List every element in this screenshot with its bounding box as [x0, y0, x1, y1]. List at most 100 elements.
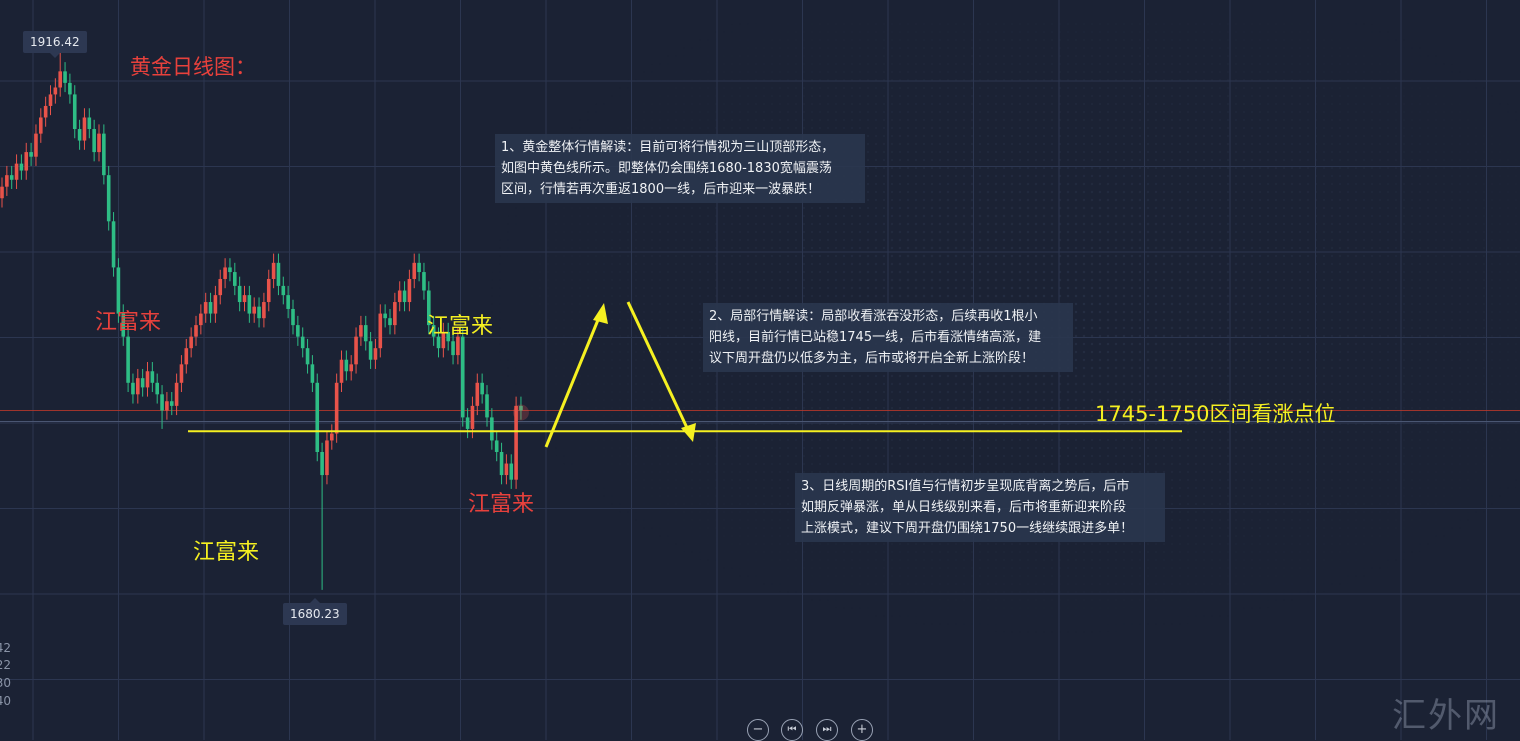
candle-down — [494, 440, 499, 453]
candle-down — [131, 382, 135, 395]
chart-title: 黄金日线图： — [130, 55, 256, 79]
candle-up — [339, 359, 344, 383]
y-axis-label: 30 — [0, 676, 11, 690]
candle-up — [39, 117, 43, 134]
candle-down — [286, 295, 290, 309]
candle-down — [155, 382, 159, 395]
candle-up — [252, 306, 256, 314]
candle-down — [77, 129, 82, 141]
candle-down — [383, 313, 387, 319]
candle-up — [203, 302, 208, 314]
candle-down — [296, 325, 300, 337]
candle-up — [475, 382, 480, 406]
step-back-icon: ⏮ — [787, 724, 797, 735]
candle-up — [397, 290, 402, 303]
candle-down — [237, 285, 242, 303]
candle-up — [242, 295, 247, 303]
last-candle-glow — [512, 404, 529, 421]
candle-up — [271, 262, 276, 279]
candle-down — [291, 308, 295, 326]
candle-down — [102, 133, 106, 176]
candle-down — [300, 336, 305, 349]
candle-up — [373, 348, 378, 360]
scroll-left-button[interactable]: ⏮ — [781, 719, 803, 741]
watermark: 汇外网 — [1392, 696, 1500, 736]
candle-down — [320, 452, 324, 476]
candle-down — [368, 341, 373, 360]
candle-down — [233, 272, 237, 286]
y-axis-label: 40 — [0, 694, 11, 708]
candle-up — [349, 364, 353, 372]
candle-down — [417, 262, 421, 273]
candle-down — [519, 405, 523, 411]
candle-up — [136, 378, 140, 395]
candle-down — [72, 94, 77, 130]
candle-up — [174, 382, 179, 406]
candle-down — [9, 175, 14, 180]
candle-down — [126, 336, 130, 383]
step-forward-icon: ⏭ — [822, 724, 832, 735]
candle-up — [378, 313, 383, 349]
candle-down — [446, 332, 450, 342]
candle-up — [82, 117, 87, 141]
candle-up — [24, 152, 29, 171]
scroll-right-button[interactable]: ⏭ — [816, 719, 838, 741]
brand-mark: 江富来 — [193, 540, 260, 565]
candle-up — [325, 440, 329, 476]
candle-up — [504, 463, 509, 476]
candle-up — [58, 71, 62, 88]
candle-down — [427, 290, 431, 326]
candle-up — [330, 433, 334, 441]
candle-down — [305, 348, 310, 365]
candle-up — [456, 336, 460, 356]
candle-up — [145, 371, 150, 388]
candle-down — [499, 452, 504, 476]
candle-up — [43, 105, 48, 118]
candle-up — [354, 336, 358, 365]
candle-down — [247, 295, 252, 314]
candle-down — [92, 129, 96, 153]
support-zone-label: 1745-1750区间看涨点位 — [1095, 402, 1336, 426]
candle-up — [34, 133, 38, 157]
candle-down — [169, 401, 174, 406]
candle-up — [359, 325, 363, 337]
candle-down — [436, 336, 441, 349]
candle-down — [422, 272, 426, 291]
analysis-note-1: 1、黄金整体行情解读：目前可将行情视为三山顶部形态， 如图中黄色线所示。即整体仍… — [495, 134, 865, 203]
candle-up — [218, 278, 223, 296]
candle-down — [87, 117, 92, 130]
candle-up — [334, 382, 339, 434]
candle-down — [310, 364, 315, 383]
candle-down — [431, 325, 436, 337]
minus-icon: − — [752, 722, 764, 737]
candle-down — [29, 152, 33, 157]
candle-down — [19, 163, 24, 171]
candle-down — [276, 262, 281, 286]
candle-down — [402, 290, 407, 303]
candle-up — [199, 313, 203, 326]
candle-up — [189, 336, 193, 349]
zoom-out-button[interactable]: − — [747, 719, 769, 741]
down-arrow-shaft — [626, 301, 690, 431]
candle-down — [150, 371, 155, 383]
candle-up — [213, 295, 218, 314]
candle-up — [179, 364, 184, 383]
analysis-note-3: 3、日线周期的RSI值与行情初步呈现底背离之势后，后市 如期反弹暴涨，单从日线级… — [795, 473, 1165, 542]
candle-down — [344, 359, 349, 372]
candle-up — [97, 133, 101, 153]
zoom-in-button[interactable]: + — [851, 719, 873, 741]
candle-down — [315, 382, 320, 453]
candle-down — [460, 336, 465, 418]
candle-up — [48, 94, 53, 106]
candle-down — [465, 417, 470, 429]
candle-down — [160, 394, 164, 411]
candle-down — [363, 325, 368, 342]
candle-down — [490, 417, 494, 441]
candle-down — [111, 221, 116, 268]
up-arrow-icon — [593, 303, 608, 324]
candle-down — [485, 394, 489, 418]
plus-icon: + — [856, 722, 868, 737]
candle-up — [0, 186, 4, 199]
brand-mark: 江富来 — [468, 492, 535, 517]
candle-up — [184, 348, 189, 365]
